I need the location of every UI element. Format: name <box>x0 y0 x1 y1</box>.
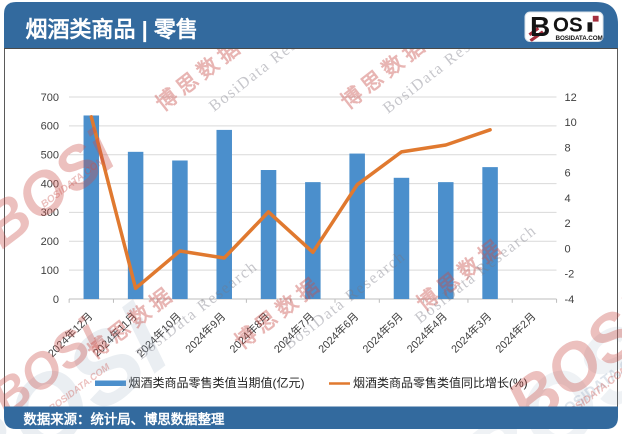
svg-text:-4: -4 <box>565 294 575 306</box>
svg-text:S: S <box>569 14 583 37</box>
svg-text:0: 0 <box>53 294 59 306</box>
svg-text:数据来源：统计局、博思数据整理: 数据来源：统计局、博思数据整理 <box>24 411 225 427</box>
svg-text:0: 0 <box>565 243 571 255</box>
svg-text:O: O <box>553 14 569 37</box>
svg-text:8: 8 <box>565 142 571 154</box>
svg-text:6: 6 <box>565 168 571 180</box>
svg-text:10: 10 <box>565 117 577 129</box>
svg-text:100: 100 <box>41 265 59 277</box>
svg-text:700: 700 <box>41 92 59 104</box>
svg-text:2024年2月: 2024年2月 <box>492 309 538 355</box>
svg-text:200: 200 <box>41 236 59 248</box>
svg-text:-2: -2 <box>565 269 575 281</box>
svg-text:300: 300 <box>41 207 59 219</box>
svg-text:烟酒类商品零售类值同比增长(%): 烟酒类商品零售类值同比增长(%) <box>353 375 528 390</box>
svg-text:400: 400 <box>41 178 59 190</box>
svg-text:500: 500 <box>41 150 59 162</box>
svg-text:BosiData Research: BosiData Research <box>412 222 540 327</box>
svg-text:BOSIDATA.COM: BOSIDATA.COM <box>556 35 603 42</box>
svg-text:2024年3月: 2024年3月 <box>448 309 494 355</box>
svg-text:600: 600 <box>41 121 59 133</box>
svg-text:12: 12 <box>565 92 577 104</box>
svg-text:烟酒类商品 | 零售: 烟酒类商品 | 零售 <box>26 17 198 42</box>
svg-text:2: 2 <box>565 218 571 230</box>
svg-text:B: B <box>530 11 550 42</box>
svg-text:烟酒类商品零售类值当期值(亿元): 烟酒类商品零售类值当期值(亿元) <box>129 375 305 390</box>
svg-text:2024年5月: 2024年5月 <box>359 309 405 355</box>
svg-text:4: 4 <box>565 193 571 205</box>
